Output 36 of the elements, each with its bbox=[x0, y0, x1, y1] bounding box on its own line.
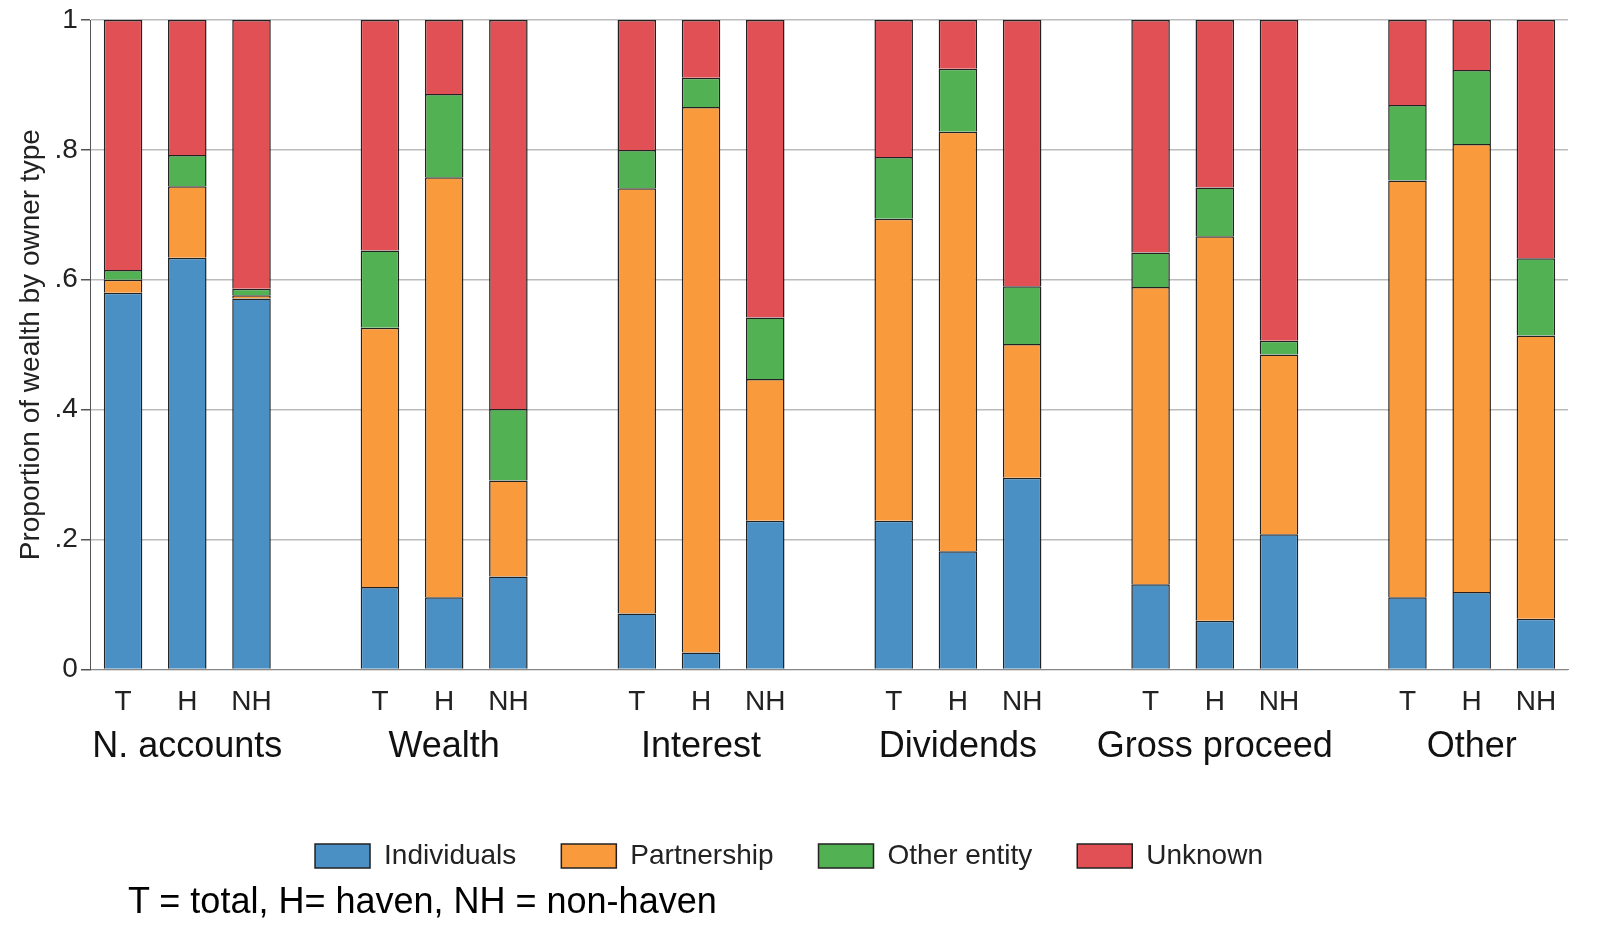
x-tick-label: T bbox=[114, 684, 132, 716]
x-tick-label: NH bbox=[231, 684, 272, 716]
y-tick-label: .4 bbox=[54, 392, 78, 424]
x-tick-label: T bbox=[1142, 684, 1160, 716]
text: Interest bbox=[641, 724, 762, 766]
x-tick-label: NH bbox=[488, 684, 529, 716]
legend-label: Unknown bbox=[1146, 838, 1263, 870]
x-tick-label: H bbox=[1204, 684, 1225, 716]
text: Dividends bbox=[878, 724, 1037, 766]
y-tick-label: .6 bbox=[54, 262, 78, 294]
legend-label: Partnership bbox=[630, 838, 774, 870]
x-tick-label: H bbox=[690, 684, 712, 716]
x-tick-label: NH bbox=[745, 684, 786, 716]
y-tick-label: 0 bbox=[62, 652, 78, 684]
x-tick-label: H bbox=[1461, 684, 1482, 716]
legend-label: Individuals bbox=[384, 838, 517, 870]
text: T = total, H= haven, NH = non-haven bbox=[128, 880, 717, 922]
y-tick-label: 1 bbox=[62, 2, 78, 34]
text: N. accounts bbox=[92, 724, 283, 766]
x-tick-label: H bbox=[947, 684, 969, 716]
x-tick-label: H bbox=[434, 684, 455, 716]
x-tick-label: T bbox=[628, 684, 646, 716]
text: Wealth bbox=[388, 724, 500, 766]
x-tick-label: T bbox=[371, 684, 389, 716]
text: Gross proceed bbox=[1096, 724, 1333, 766]
x-tick-label: NH bbox=[1001, 684, 1043, 716]
x-tick-label: NH bbox=[1258, 684, 1300, 716]
x-tick-label: NH bbox=[1515, 684, 1557, 716]
x-tick-label: T bbox=[885, 684, 903, 716]
y-axis-title: Proportion of wealth by owner type bbox=[13, 129, 45, 561]
x-tick-label: T bbox=[1398, 684, 1417, 716]
y-tick-label: .2 bbox=[54, 522, 78, 554]
text: Other bbox=[1426, 724, 1517, 766]
legend-label: Other entity bbox=[887, 838, 1033, 870]
x-tick-label: H bbox=[177, 684, 198, 716]
y-tick-label: .8 bbox=[54, 132, 78, 164]
